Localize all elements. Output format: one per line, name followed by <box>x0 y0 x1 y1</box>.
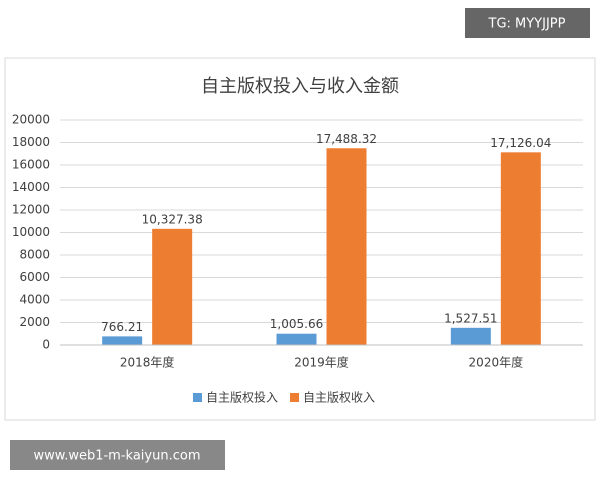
bar <box>276 333 317 345</box>
y-tick-label: 8000 <box>19 248 50 262</box>
value-label: 10,327.38 <box>142 212 203 226</box>
legend-swatch <box>193 393 202 402</box>
watermark-box <box>465 8 590 38</box>
y-tick-label: 10000 <box>12 225 50 239</box>
y-tick-label: 4000 <box>19 293 50 307</box>
bar <box>102 336 143 345</box>
y-tick-label: 6000 <box>19 270 50 284</box>
bar <box>500 152 541 345</box>
y-tick-label: 16000 <box>12 158 50 172</box>
y-tick-label: 18000 <box>12 135 50 149</box>
value-label: 766.21 <box>101 320 143 334</box>
x-tick-label: 2018年度 <box>120 355 175 370</box>
y-tick-label: 0 <box>42 338 50 352</box>
x-tick-label: 2020年度 <box>469 355 524 370</box>
y-tick-label: 14000 <box>12 180 50 194</box>
y-tick-label: 12000 <box>12 203 50 217</box>
y-tick-label: 20000 <box>12 113 50 127</box>
value-label: 17,126.04 <box>490 136 551 150</box>
x-tick-label: 2019年度 <box>294 355 349 370</box>
value-label: 1,005.66 <box>270 317 323 331</box>
bar <box>450 327 491 345</box>
chart-title: 自主版权投入与收入金额 <box>201 76 399 97</box>
legend-swatch <box>290 393 300 402</box>
watermark: www.web1-m-kaiyun.com <box>34 449 201 464</box>
y-tick-label: 2000 <box>19 315 50 329</box>
bar <box>152 228 193 345</box>
bar <box>326 148 367 345</box>
legend-label: 自主版权投入 <box>206 390 278 405</box>
watermark: TG: MYYJJPP <box>488 17 566 32</box>
legend-label: 自主版权收入 <box>303 391 375 405</box>
value-label: 1,527.51 <box>444 311 497 325</box>
value-label: 17,488.32 <box>316 132 377 146</box>
watermark-box <box>10 440 225 470</box>
chart-frame <box>4 57 596 421</box>
